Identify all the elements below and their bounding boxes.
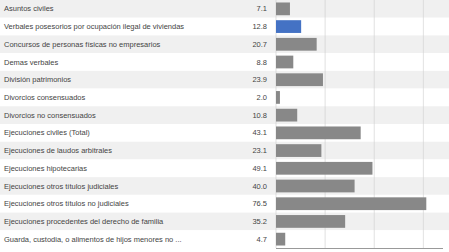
row-background xyxy=(0,230,449,248)
category-label: Concursos de personas físicas no empresa… xyxy=(4,40,161,49)
row-background xyxy=(0,0,449,18)
row-background xyxy=(0,213,449,231)
grid-line xyxy=(276,0,277,248)
bar xyxy=(276,197,426,210)
bar xyxy=(276,109,297,122)
row-background xyxy=(0,18,449,36)
category-label: Verbales posesorios por ocupación ilegal… xyxy=(4,22,184,31)
value-label: 40.0 xyxy=(252,182,267,191)
bars xyxy=(276,2,426,245)
row-background xyxy=(0,124,449,142)
chart: Asuntos civiles 7.1 Verbales posesorios po… xyxy=(0,0,449,252)
category-label: Ejecuciones otros títulos judiciales xyxy=(4,182,118,191)
grid-line xyxy=(423,0,424,248)
category-label: Ejecuciones de laudos arbitrales xyxy=(4,146,112,155)
bar xyxy=(276,2,290,15)
chart-container: Asuntos civiles 7.1 Verbales posesorios po… xyxy=(0,0,449,252)
value-label: 7.1 xyxy=(257,4,267,13)
category-label: Divorcios consensuados xyxy=(4,93,86,102)
bar xyxy=(276,73,323,86)
bar xyxy=(276,38,317,51)
bar xyxy=(276,126,361,139)
category-label: Ejecuciones otros títulos no judiciales xyxy=(4,199,129,208)
value-label: 2.0 xyxy=(257,93,267,102)
labels: Asuntos civiles 7.1 Verbales posesorios po… xyxy=(4,4,267,243)
category-label: Guarda, custodia, o alimentos de hijos m… xyxy=(4,235,182,244)
value-label: 10.8 xyxy=(252,111,267,120)
row-background xyxy=(0,177,449,195)
grid-line xyxy=(325,0,326,248)
category-label: División patrimonios xyxy=(4,75,71,84)
value-label: 43.1 xyxy=(252,128,267,137)
value-label: 76.5 xyxy=(252,199,267,208)
category-label: Ejecuciones civiles (Total) xyxy=(4,128,90,137)
x-axis-line xyxy=(276,248,443,249)
row-backgrounds xyxy=(0,0,449,248)
row-background xyxy=(0,159,449,177)
value-label: 12.8 xyxy=(252,22,267,31)
bar xyxy=(276,144,321,157)
value-label: 20.7 xyxy=(252,40,267,49)
row-background xyxy=(0,89,449,107)
bar xyxy=(276,91,280,104)
category-label: Ejecuciones procedentes del derecho de f… xyxy=(4,217,164,226)
row-background xyxy=(0,35,449,53)
grid-line xyxy=(374,0,375,248)
value-label: 35.2 xyxy=(252,217,267,226)
row-background xyxy=(0,71,449,89)
grid xyxy=(276,0,423,248)
bar xyxy=(276,215,345,228)
value-label: 8.8 xyxy=(257,58,267,67)
category-label: Ejecuciones hipotecarias xyxy=(4,164,87,173)
row-background xyxy=(0,142,449,160)
value-label: 49.1 xyxy=(252,164,267,173)
category-label: Demas verbales xyxy=(4,58,58,67)
bar xyxy=(276,56,293,69)
bar xyxy=(276,162,372,175)
value-label: 4.7 xyxy=(257,235,267,244)
bar xyxy=(276,20,301,33)
row-background xyxy=(0,53,449,71)
category-label: Asuntos civiles xyxy=(4,4,54,13)
value-label: 23.1 xyxy=(252,146,267,155)
category-label: Divorcios no consensuados xyxy=(4,111,96,120)
row-background xyxy=(0,106,449,124)
value-label: 23.9 xyxy=(252,75,267,84)
row-background xyxy=(0,195,449,213)
bar xyxy=(276,233,285,246)
bar xyxy=(276,180,355,193)
